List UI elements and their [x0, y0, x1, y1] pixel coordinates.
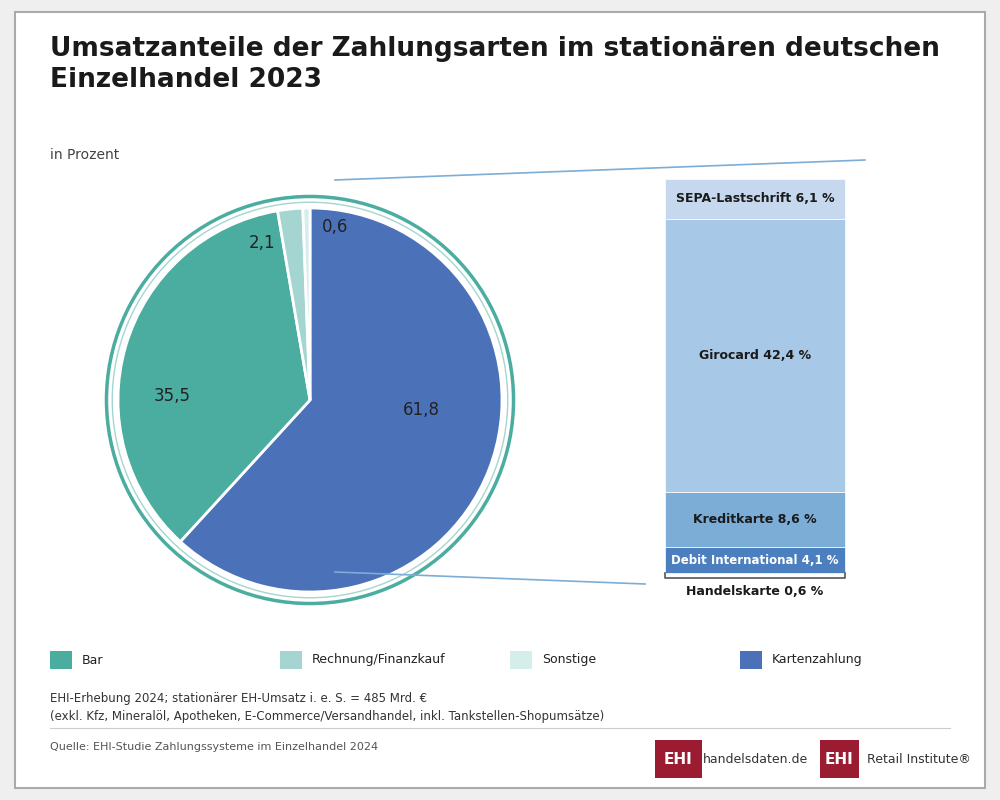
Text: Rechnung/Finanzkauf: Rechnung/Finanzkauf	[312, 654, 446, 666]
Text: 35,5: 35,5	[153, 387, 190, 405]
Text: Kreditkarte 8,6 %: Kreditkarte 8,6 %	[693, 513, 817, 526]
FancyBboxPatch shape	[820, 741, 859, 778]
Text: EHI-Erhebung 2024; stationärer EH-Umsatz i. e. S. = 485 Mrd. €: EHI-Erhebung 2024; stationärer EH-Umsatz…	[50, 692, 427, 705]
Text: Sonstige: Sonstige	[542, 654, 596, 666]
Text: Girocard 42,4 %: Girocard 42,4 %	[699, 349, 811, 362]
Wedge shape	[118, 210, 310, 542]
Text: SEPA-Lastschrift 6,1 %: SEPA-Lastschrift 6,1 %	[676, 193, 834, 206]
Text: Quelle: EHI-Studie Zahlungssysteme im Einzelhandel 2024: Quelle: EHI-Studie Zahlungssysteme im Ei…	[50, 742, 378, 752]
Text: Retail Institute®: Retail Institute®	[867, 753, 971, 766]
Bar	[665, 491, 845, 547]
Bar	[665, 179, 845, 218]
Bar	[665, 218, 845, 491]
Wedge shape	[303, 208, 310, 400]
Text: (exkl. Kfz, Mineralöl, Apotheken, E-Commerce/Versandhandel, inkl. Tankstellen-Sh: (exkl. Kfz, Mineralöl, Apotheken, E-Comm…	[50, 710, 604, 723]
Text: Debit International 4,1 %: Debit International 4,1 %	[671, 554, 839, 566]
Text: EHI: EHI	[825, 752, 854, 766]
FancyBboxPatch shape	[655, 741, 702, 778]
Text: Umsatzanteile der Zahlungsarten im stationären deutschen
Einzelhandel 2023: Umsatzanteile der Zahlungsarten im stati…	[50, 36, 940, 93]
Text: Bar: Bar	[82, 654, 104, 666]
Text: in Prozent: in Prozent	[50, 148, 119, 162]
Wedge shape	[278, 208, 310, 400]
Text: EHI: EHI	[664, 752, 693, 766]
Text: Kartenzahlung: Kartenzahlung	[772, 654, 863, 666]
Text: handelsdaten.de: handelsdaten.de	[703, 753, 808, 766]
Text: 61,8: 61,8	[403, 401, 440, 418]
Text: 2,1: 2,1	[249, 234, 275, 251]
Text: 0,6: 0,6	[322, 218, 348, 236]
Text: Handelskarte 0,6 %: Handelskarte 0,6 %	[686, 585, 824, 598]
Wedge shape	[180, 208, 502, 592]
Bar	[665, 547, 845, 574]
